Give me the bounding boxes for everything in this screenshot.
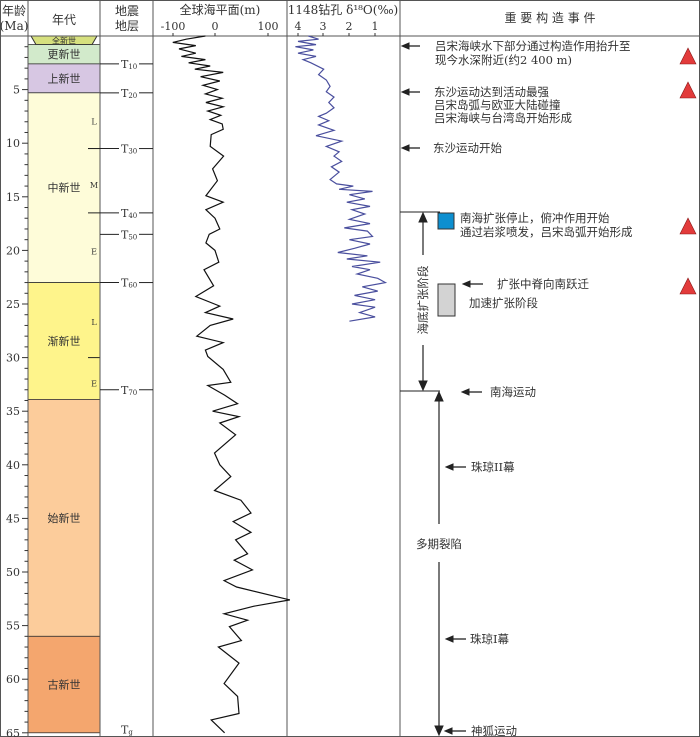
event-2-line-3: 吕宋海峡与台湾岛开始形成: [434, 111, 572, 125]
age-label: 5: [13, 84, 20, 97]
sealevel-curve: [172, 35, 291, 734]
event-2-line-2: 吕宋岛弧与欧亚大陆碰撞: [434, 98, 561, 112]
red-triangle-icon: [679, 81, 697, 99]
header-d18o: 1148钻孔 δ¹⁸O(‰): [288, 2, 399, 17]
event-4-line-2: 通过岩浆喷发，吕宋岛弧开始形成: [460, 225, 633, 239]
horizon-subscript: g: [128, 729, 133, 737]
epoch-label: 始新世: [48, 511, 81, 525]
header-sealevel: 全球海平面(m): [180, 2, 261, 17]
event-2-line-1: 东沙运动达到活动最强: [434, 85, 549, 99]
epoch-block: [27, 63, 101, 94]
age-label: 30: [6, 352, 20, 365]
sealevel-tick: 100: [258, 20, 279, 33]
blue-box-marker: [437, 212, 455, 230]
epoch-label: 渐新世: [48, 334, 81, 348]
sub-epoch-label: L: [91, 318, 97, 327]
horizon-label: Tg: [121, 724, 133, 737]
horizon-subscript: 30: [128, 148, 137, 156]
sub-epoch-label: E: [91, 247, 97, 256]
age-axis: 5 10 15 20 25 30 35 40 45 50 55 60 65: [6, 46, 28, 737]
horizon-label: T70: [121, 384, 137, 397]
age-label: 50: [6, 566, 20, 579]
event-7: 南海运动: [490, 385, 536, 399]
horizon-label: T60: [121, 277, 137, 290]
horizon-subscript: 50: [128, 233, 137, 241]
horizon-label: T10: [121, 58, 137, 71]
horizon-subscript: 10: [128, 63, 137, 71]
sealevel-tick: -100: [161, 20, 186, 33]
epoch-label: 古新世: [48, 678, 81, 692]
triangle-markers: [679, 47, 697, 295]
sub-epoch-label: M: [90, 181, 98, 190]
horizon-subscript: 20: [128, 92, 137, 100]
age-label: 45: [6, 512, 20, 525]
header-seismic-2: 地层: [115, 19, 139, 33]
epoch-label: 全新世: [52, 35, 76, 45]
horizon-label: T30: [121, 143, 137, 156]
header-age-unit: (Ma): [0, 19, 28, 33]
event-10: 神狐运动: [471, 724, 517, 737]
epoch-block: [27, 92, 101, 283]
age-label: 10: [6, 137, 20, 150]
gray-box-marker: [437, 283, 456, 317]
age-label: 55: [6, 620, 20, 633]
age-label: 15: [6, 191, 20, 204]
sub-epoch-label: E: [91, 379, 97, 388]
event-1-line-1: 吕宋海峡水下部分通过构造作用抬升至: [435, 39, 631, 53]
horizon-subscript: 60: [128, 282, 137, 290]
horizon-label: T40: [121, 207, 137, 220]
age-label: 60: [6, 673, 20, 686]
event-3: 东沙运动开始: [433, 141, 502, 155]
age-label: 25: [6, 298, 20, 311]
d18o-tick: 1: [372, 20, 379, 33]
event-6: 加速扩张阶段: [469, 296, 538, 310]
events-column: [400, 42, 483, 737]
red-triangle-icon: [679, 47, 697, 65]
header-age: 年龄: [2, 4, 26, 18]
event-8: 珠琼II幕: [471, 460, 515, 474]
horizon-subscript: 40: [128, 212, 137, 220]
epoch-label: 更新世: [48, 47, 81, 61]
horizon-label: T20: [121, 87, 137, 100]
red-triangle-icon: [679, 277, 697, 295]
event-1-line-2: 现今水深附近(约2 400 m): [435, 53, 572, 67]
age-label: 20: [6, 244, 20, 257]
header-seismic: 地震: [115, 4, 139, 18]
red-triangle-icon: [679, 217, 697, 235]
curves: [172, 33, 388, 734]
spreading-stage-label: 海底扩张阶段: [416, 265, 430, 334]
event-4-line-1: 南海扩张停止，俯冲作用开始: [460, 211, 610, 225]
rifting-label: 多期裂陷: [416, 537, 462, 551]
age-label: 35: [6, 405, 20, 418]
epoch-label: 中新世: [48, 181, 81, 195]
sub-epoch-labels: L M E L E: [90, 118, 98, 389]
d18o-curve: [295, 35, 388, 322]
d18o-tick: 2: [346, 20, 353, 33]
header-events: 重 要 构 造 事 件: [504, 10, 595, 25]
horizon-label: T50: [121, 228, 137, 241]
age-label: 40: [6, 459, 20, 472]
d18o-tick: 4: [295, 20, 302, 33]
sub-epoch-label: L: [91, 118, 97, 127]
epoch-label: 上新世: [48, 71, 81, 85]
d18o-tick: 3: [320, 20, 327, 33]
event-5: 扩张中脊向南跃迁: [497, 277, 589, 291]
sealevel-tick: 0: [212, 20, 219, 33]
age-label: 65: [6, 727, 20, 737]
horizon-subscript: 70: [128, 389, 137, 397]
epoch-block: [27, 635, 101, 734]
event-9: 珠琼I幕: [470, 632, 510, 646]
header-era: 年代: [52, 13, 76, 27]
